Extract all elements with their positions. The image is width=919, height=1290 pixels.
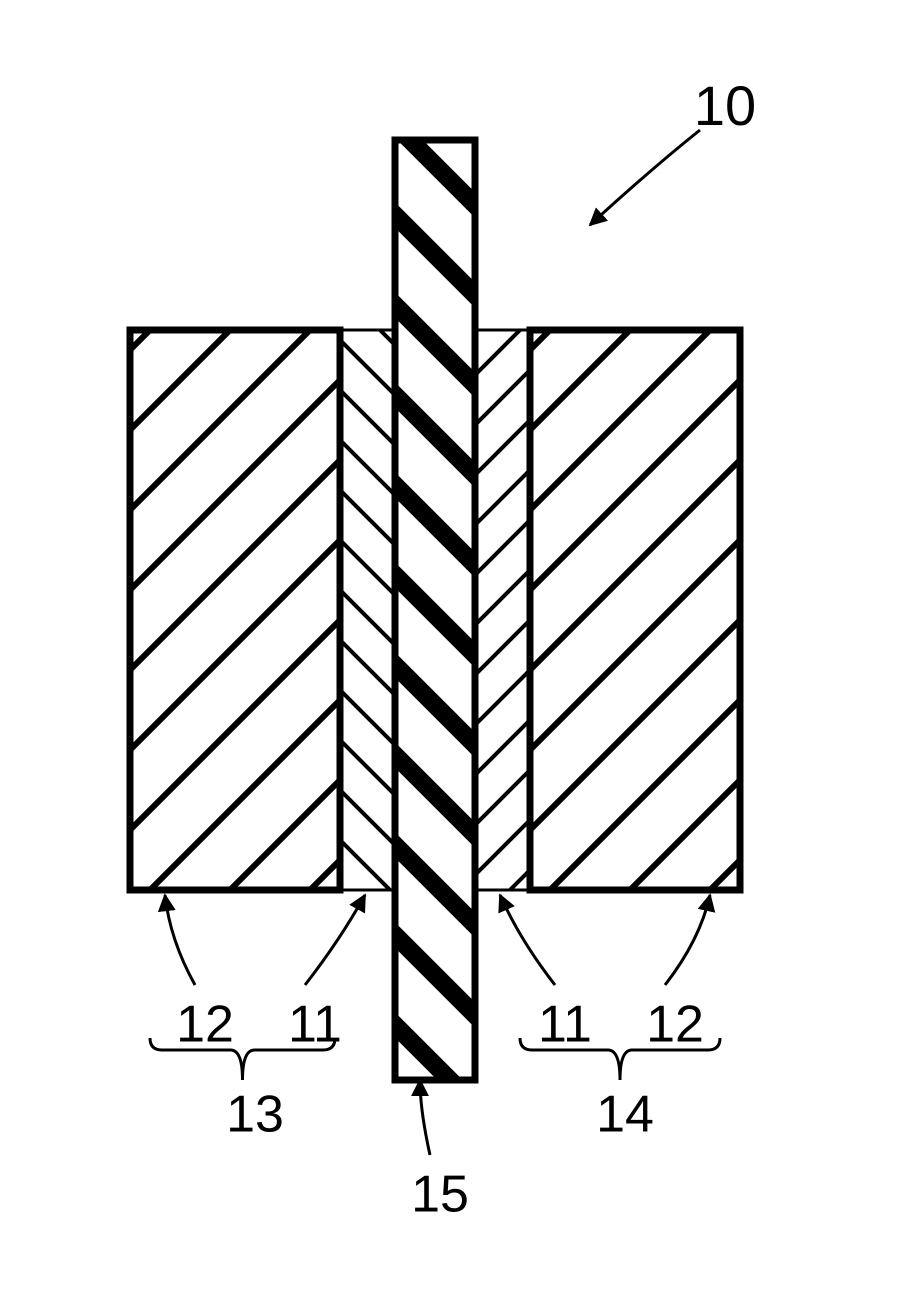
label-inner_right: 11 <box>538 996 592 1054</box>
label-group_right: 14 <box>596 1086 654 1144</box>
label-block_right: 12 <box>646 996 704 1054</box>
label-assembly: 10 <box>694 74 756 137</box>
label-center: 15 <box>411 1166 469 1224</box>
diagram-root: 10 12 11 11 12 13 14 15 <box>0 0 919 1290</box>
diagram-svg: 10 12 11 11 12 13 14 15 <box>0 0 919 1290</box>
label-group_left: 13 <box>226 1086 284 1144</box>
label-inner_left: 11 <box>288 996 342 1054</box>
label-block_left: 12 <box>176 996 234 1054</box>
